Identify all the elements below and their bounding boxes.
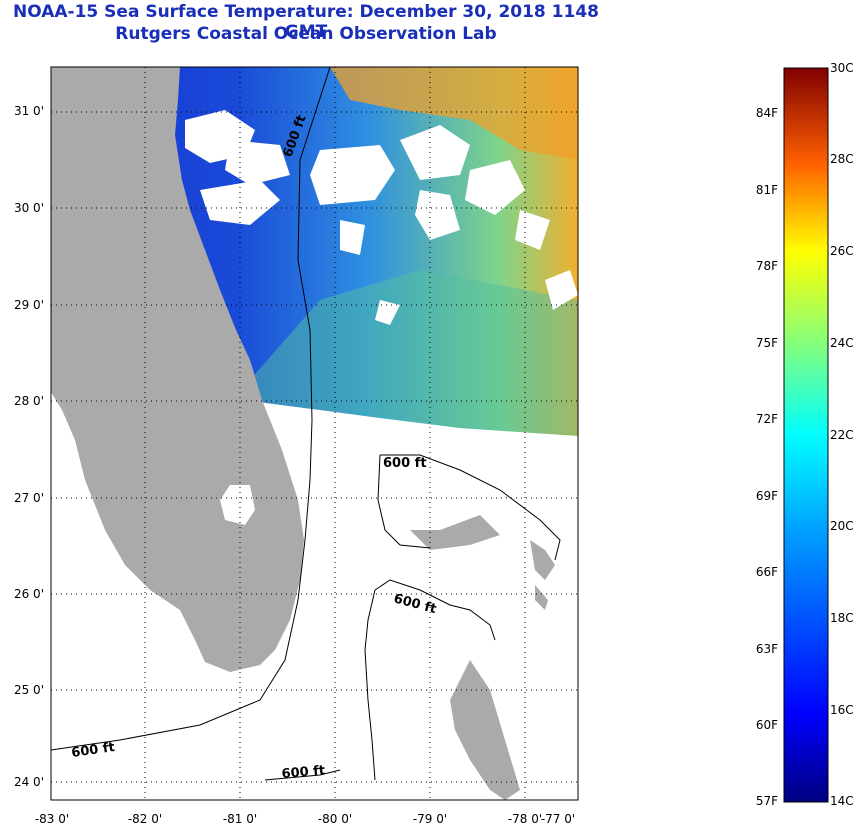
colorbar-celsius-label: 28C [830,152,854,166]
grand-bahama [530,540,555,580]
lon-tick: -79 0' [412,812,448,826]
colorbar-fahrenheit-label: 60F [755,718,778,732]
contour-label-4: 600 ft [281,763,326,782]
colorbar [783,67,829,803]
colorbar-celsius-label: 22C [830,428,854,442]
map-title: NOAA-15 Sea Surface Temperature: Decembe… [13,2,599,42]
lat-tick: 31 0' [13,104,44,118]
colorbar-celsius-label: 30C [830,61,854,75]
lat-tick: 24 0' [13,775,44,789]
plot-frame [50,66,579,801]
contour-label-1: 600 ft [383,456,427,471]
colorbar-fahrenheit-label: 72F [755,412,778,426]
lat-lon-grid [51,67,578,800]
map-subtitle: Rutgers Coastal Ocean Observation Lab [115,24,497,44]
lat-tick: 28 0' [13,394,44,408]
lat-tick: 29 0' [13,298,44,312]
colorbar-fahrenheit-label: 63F [755,642,778,656]
lat-tick: 26 0' [13,587,44,601]
lon-tick: -80 0' [317,812,353,826]
eleuthera [535,585,548,610]
isobath-contours [50,66,561,781]
cloud-mask [60,110,578,360]
contour-label-3: 600 ft [70,740,115,761]
lon-tick: -78 0' [507,812,543,826]
colorbar-fahrenheit-label: 57F [755,794,778,808]
colorbar-fahrenheit-label: 81F [755,183,778,197]
colorbar-celsius-label: 16C [830,703,854,717]
lat-tick: 25 0' [13,683,44,697]
sst-warm-region [330,67,578,160]
lake-okeechobee [220,485,255,525]
lat-tick: 27 0' [13,491,44,505]
colorbar-fahrenheit-label: 75F [755,336,778,350]
lon-tick: -81 0' [222,812,258,826]
colorbar-celsius-label: 18C [830,611,854,625]
lon-tick: -77 0' [540,812,576,826]
colorbar-celsius-label: 26C [830,244,854,258]
colorbar-fahrenheit-label: 84F [755,106,778,120]
colorbar-celsius-label: 20C [830,519,854,533]
lon-tick: -83 0' [34,812,70,826]
colorbar-celsius-label: 24C [830,336,854,350]
andros-island [450,660,520,800]
colorbar-celsius-label: 14C [830,794,854,808]
abaco-island [410,515,500,550]
sst-mid-region [250,270,578,436]
colorbar-fahrenheit-label: 69F [755,489,778,503]
lon-tick: -82 0' [127,812,163,826]
colorbar-fahrenheit-label: 66F [755,565,778,579]
colorbar-fahrenheit-label: 78F [755,259,778,273]
lat-tick: 30 0' [13,201,44,215]
